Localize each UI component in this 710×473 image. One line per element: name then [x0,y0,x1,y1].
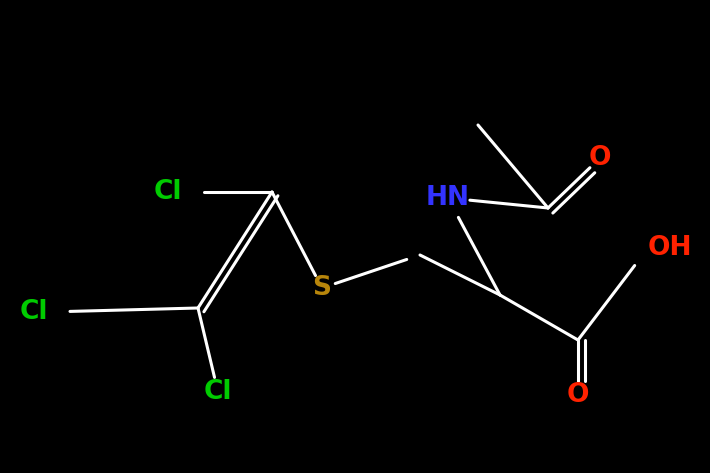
Text: OH: OH [648,235,692,261]
Text: Cl: Cl [19,299,48,325]
Text: O: O [567,382,589,408]
Text: Cl: Cl [153,179,182,205]
Text: O: O [589,145,611,171]
Text: HN: HN [426,185,470,211]
Text: S: S [312,275,332,301]
Text: Cl: Cl [204,379,232,405]
